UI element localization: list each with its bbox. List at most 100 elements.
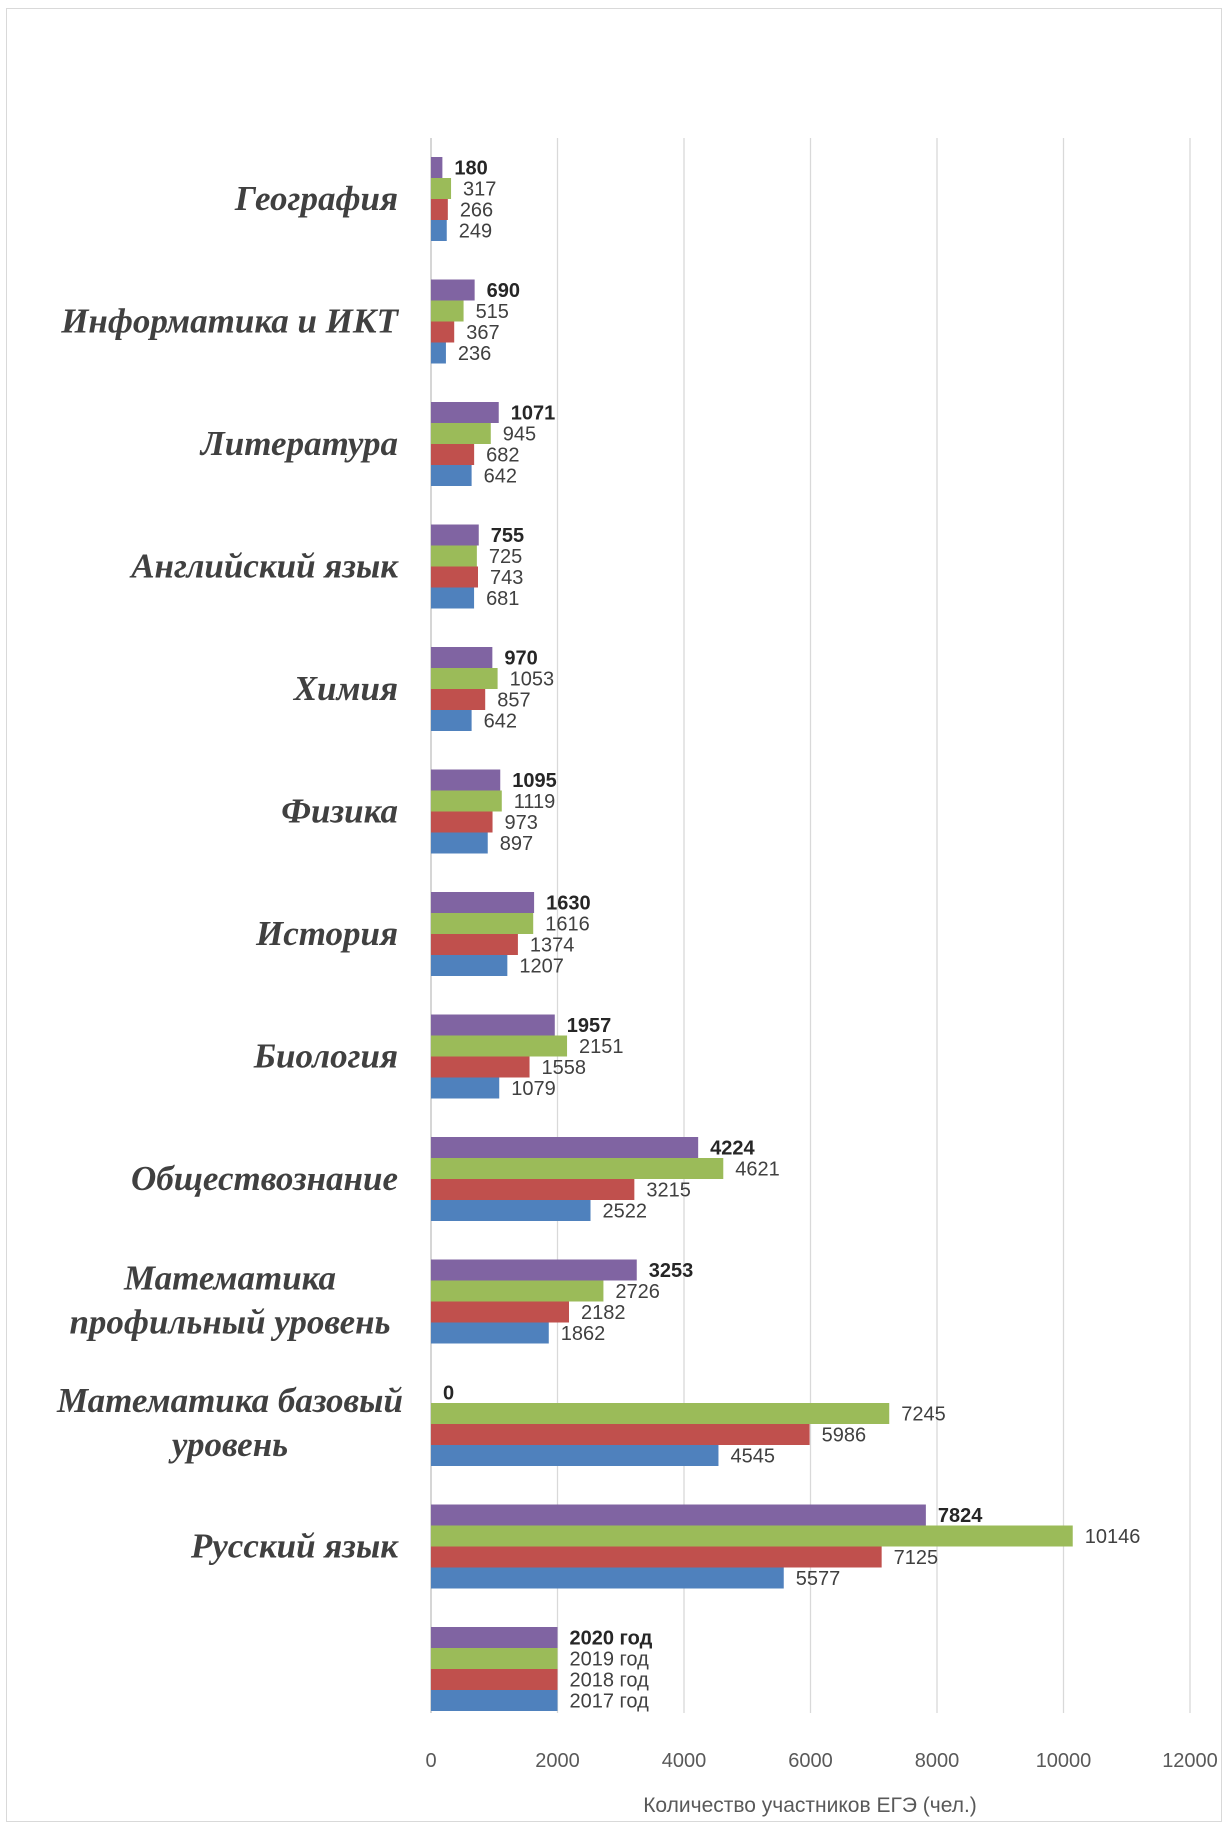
bar <box>431 423 491 444</box>
bar <box>431 1669 558 1690</box>
category-label: Физика <box>281 792 398 831</box>
data-label: 515 <box>476 301 509 323</box>
data-label: 7824 <box>938 1505 983 1527</box>
bar <box>431 689 486 710</box>
data-label: 690 <box>487 280 520 302</box>
category-label: Русский язык <box>190 1527 399 1566</box>
bar <box>431 1137 699 1158</box>
data-label: 4621 <box>735 1159 780 1181</box>
data-label: 0 <box>443 1383 454 1405</box>
data-label: 1071 <box>511 403 555 425</box>
data-label: 1119 <box>514 791 556 813</box>
data-label: 1095 <box>512 770 557 792</box>
bar <box>431 300 464 322</box>
data-label: 236 <box>458 343 491 365</box>
data-label: 897 <box>500 833 533 855</box>
data-label: 743 <box>490 567 523 589</box>
bars <box>431 157 1073 1711</box>
category-label: География <box>234 179 398 218</box>
data-label: 367 <box>466 322 499 344</box>
bar <box>431 1035 568 1057</box>
category-label: Химия <box>293 669 398 708</box>
bar <box>431 832 488 854</box>
category-label: Информатика и ИКТ <box>60 302 399 341</box>
bar <box>431 892 535 913</box>
data-label: 725 <box>489 546 522 568</box>
data-label: 2522 <box>603 1201 648 1223</box>
bar <box>431 1322 549 1344</box>
x-tick-label: 6000 <box>788 1750 833 1772</box>
data-label: 2182 <box>581 1302 626 1324</box>
data-label: 857 <box>497 690 530 712</box>
data-label: 1207 <box>519 956 564 978</box>
bar <box>431 1525 1073 1547</box>
data-label: 945 <box>503 424 536 446</box>
data-label: 642 <box>484 466 517 488</box>
data-label: 2020 год <box>570 1628 653 1650</box>
data-label: 5577 <box>796 1568 841 1590</box>
data-label: 3215 <box>646 1180 691 1202</box>
bar <box>431 342 446 364</box>
data-label: 755 <box>491 525 524 547</box>
data-label: 249 <box>459 221 492 243</box>
x-tick-label: 0 <box>425 1750 436 1772</box>
category-label: Математика базовый уровень <box>56 1381 403 1464</box>
bar <box>431 790 502 812</box>
data-label: 180 <box>454 158 487 180</box>
bar <box>431 1280 604 1302</box>
bar <box>431 811 493 833</box>
bar <box>431 1056 530 1078</box>
data-label: 2019 год <box>570 1649 650 1671</box>
bar <box>431 199 448 220</box>
data-label: 642 <box>484 711 517 733</box>
bar <box>431 1627 558 1648</box>
bar <box>431 1200 591 1221</box>
x-tick-label: 4000 <box>662 1750 707 1772</box>
data-label: 682 <box>486 445 519 467</box>
bar <box>431 465 472 486</box>
data-label: 1957 <box>567 1015 612 1037</box>
bar <box>431 1158 724 1179</box>
bar <box>431 647 493 668</box>
bar <box>431 1077 500 1099</box>
bar <box>431 769 501 791</box>
bar <box>431 279 475 301</box>
x-axis-title: Количество участников ЕГЭ (чел.) <box>643 1794 977 1817</box>
data-label: 7245 <box>901 1404 946 1426</box>
data-label: 2018 год <box>570 1670 650 1692</box>
data-label: 266 <box>460 200 493 222</box>
bar <box>431 1546 882 1568</box>
data-label: 1616 <box>545 914 590 936</box>
data-label: 317 <box>463 179 496 201</box>
bar <box>431 1424 810 1445</box>
x-tick-label: 2000 <box>535 1750 580 1772</box>
category-label: Литература <box>199 424 398 463</box>
data-label: 1630 <box>546 893 591 915</box>
bar <box>431 913 534 934</box>
bar <box>431 321 455 343</box>
data-label: 970 <box>504 648 537 670</box>
category-label: Биология <box>253 1037 398 1076</box>
data-label: 1079 <box>511 1078 556 1100</box>
bar <box>431 710 472 731</box>
data-label: 10146 <box>1085 1526 1141 1548</box>
data-label: 5986 <box>822 1425 867 1447</box>
bar <box>431 566 478 588</box>
bar <box>431 587 475 609</box>
bar <box>431 1259 637 1281</box>
data-label: 2151 <box>579 1036 624 1058</box>
bar <box>431 1504 926 1526</box>
category-label: История <box>255 914 398 953</box>
bar <box>431 157 443 178</box>
bar <box>431 178 452 199</box>
x-tick-label: 8000 <box>915 1750 960 1772</box>
bar <box>431 1179 635 1200</box>
bar <box>431 524 479 546</box>
data-label: 1862 <box>561 1323 606 1345</box>
data-label: 4224 <box>710 1138 755 1160</box>
category-label: Математика профильный уровень <box>69 1259 390 1342</box>
bar <box>431 1445 719 1466</box>
data-label: 2726 <box>615 1281 660 1303</box>
bar <box>431 1567 784 1589</box>
